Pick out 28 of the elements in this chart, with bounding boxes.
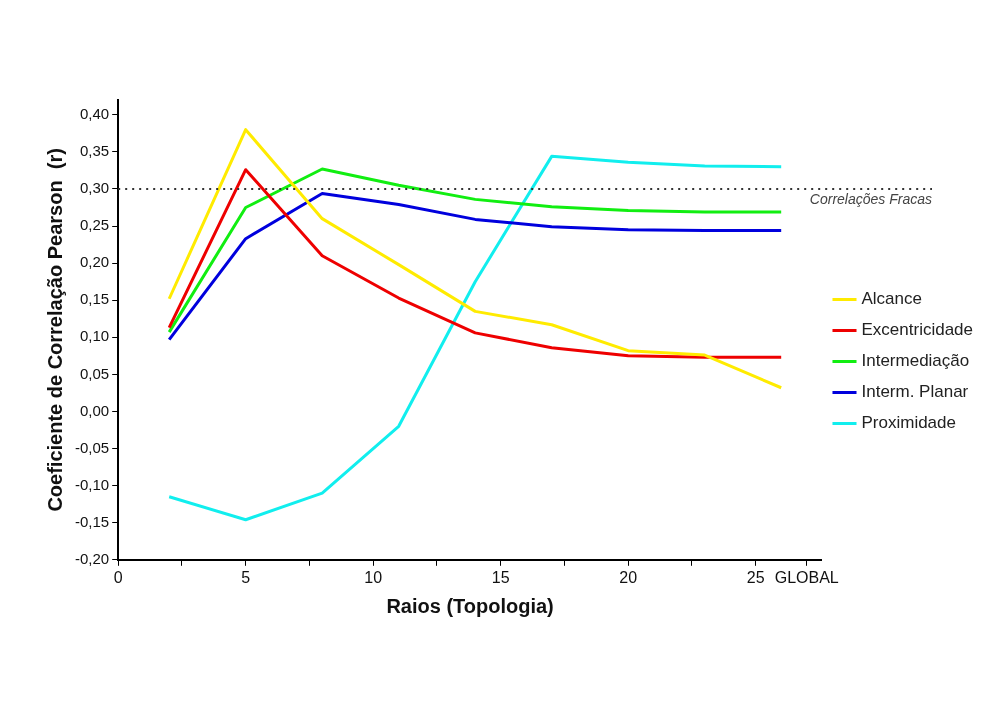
legend-label: Intermediação <box>861 351 970 371</box>
x-tick-label: 5 <box>241 568 251 586</box>
x-tick-label: 15 <box>491 568 510 586</box>
y-tick-label: -0,10 <box>74 475 110 493</box>
y-axis-title: Coeficiente de Correlação Pearson (r) <box>43 148 66 512</box>
x-tick-label: 10 <box>364 568 383 586</box>
x-tick-label: GLOBAL <box>774 568 839 586</box>
y-tick-label: 0,25 <box>79 216 110 234</box>
y-tick-label: 0,05 <box>79 364 110 382</box>
legend-label: Alcance <box>861 289 922 309</box>
y-tick-label: -0,20 <box>74 549 110 567</box>
legend-label: Excentricidade <box>861 320 974 340</box>
y-tick-label: 0,20 <box>79 253 110 271</box>
legend-label: Interm. Planar <box>861 382 969 402</box>
legend-label: Proximidade <box>861 413 956 433</box>
y-tick-label: 0,00 <box>79 401 110 419</box>
y-tick-label: 0,30 <box>79 179 110 197</box>
ref-line-label: Correlações Fracas <box>809 190 932 207</box>
y-tick-label: 0,40 <box>79 104 110 122</box>
x-tick-label: 20 <box>619 568 638 586</box>
y-tick-label: 0,15 <box>79 290 110 308</box>
x-axis-title: Raios (Topologia) <box>386 594 554 617</box>
y-tick-label: -0,15 <box>74 512 110 530</box>
y-tick-label: 0,35 <box>79 142 110 160</box>
x-tick-label: 0 <box>113 568 123 586</box>
x-tick-label: 25 <box>746 568 765 586</box>
y-tick-label: 0,10 <box>79 327 110 345</box>
y-tick-label: -0,05 <box>74 438 110 456</box>
